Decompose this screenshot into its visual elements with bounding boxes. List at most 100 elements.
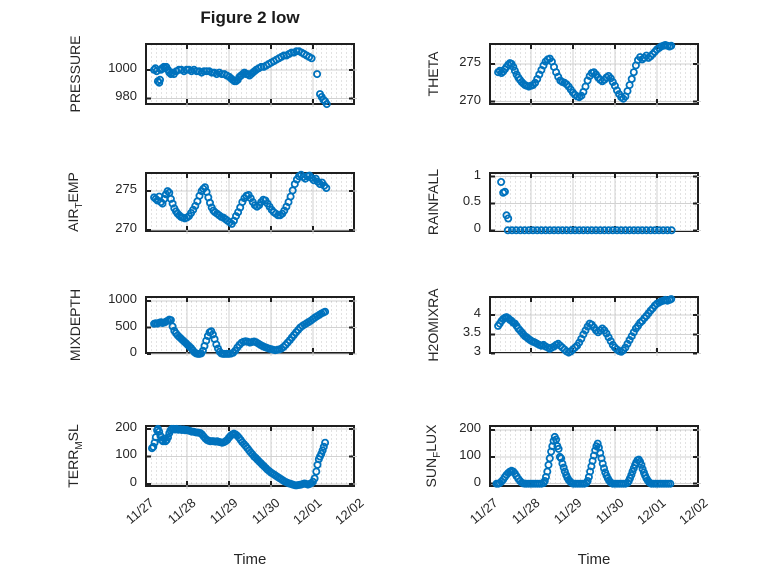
- data-point: [621, 226, 630, 235]
- mixdepth-axis-label: MIXDEPTH: [67, 289, 83, 361]
- axis-label-segment: EMP: [65, 172, 82, 203]
- rainfall-ytick-label: 0: [473, 220, 481, 236]
- data-point: [510, 66, 519, 75]
- data-point: [667, 295, 676, 304]
- data-point: [613, 226, 622, 235]
- data-point: [322, 183, 331, 192]
- data-point: [667, 41, 676, 50]
- axis-label-segment: SUN: [423, 457, 440, 488]
- data-point: [571, 226, 580, 235]
- axis-label-segment: H2OMIXRA: [425, 288, 441, 362]
- axis-label-segment: SL: [65, 424, 82, 442]
- data-point: [322, 100, 331, 109]
- rainfall-ytick-label: 0.5: [462, 193, 481, 209]
- rainfall-ytick-label: 1: [473, 166, 481, 182]
- data-point: [650, 226, 659, 235]
- data-point: [583, 226, 592, 235]
- data-point: [600, 464, 609, 473]
- data-point: [288, 186, 297, 195]
- data-point: [566, 226, 575, 235]
- theta-ytick-label: 270: [459, 91, 481, 107]
- axis-label-segment: MIXDEPTH: [67, 288, 83, 362]
- data-point: [503, 226, 512, 235]
- data-point: [579, 226, 588, 235]
- data-point: [583, 477, 592, 486]
- data-point: [318, 446, 327, 455]
- h2omixra-ytick-label: 3: [473, 343, 481, 359]
- rainfall-plot: [489, 172, 701, 235]
- data-point: [617, 226, 626, 235]
- pressure-axis-label: PRESSURE: [67, 35, 83, 112]
- axis-label-segment: T: [73, 202, 85, 209]
- data-point: [321, 307, 330, 316]
- theta-axis-label: THETA: [425, 52, 441, 97]
- axis-label-segment: LUX: [423, 424, 440, 452]
- data-point: [593, 439, 602, 448]
- h2omixra-plot: [489, 295, 701, 357]
- data-point: [558, 226, 567, 235]
- data-point: [629, 68, 638, 77]
- terr-msl-plot: [145, 424, 357, 490]
- axis-label-segment: PRESSURE: [67, 35, 83, 113]
- x-axis-label-left: Time: [233, 551, 267, 568]
- xtick-label: 11/27: [122, 495, 157, 527]
- sun-flux-ytick-label: 0: [473, 473, 481, 489]
- air-temp-axis-label: AIRTEMP: [65, 172, 85, 232]
- mixdepth-ytick-label: 500: [115, 317, 137, 333]
- data-point: [310, 474, 319, 483]
- sun-flux-scatter-series: [491, 427, 701, 489]
- data-point: [554, 444, 563, 453]
- data-point: [627, 332, 636, 341]
- data-point: [280, 206, 289, 215]
- data-point: [319, 442, 328, 451]
- data-point: [198, 346, 207, 355]
- xtick-anchor: 12/02: [332, 494, 390, 527]
- theta-ytick-label: 275: [459, 53, 481, 69]
- data-point: [579, 330, 588, 339]
- pressure-ytick-label: 980: [115, 88, 137, 104]
- data-point: [520, 226, 529, 235]
- data-point: [545, 226, 554, 235]
- data-point: [596, 226, 605, 235]
- figure-title: Figure 2 low: [200, 8, 300, 27]
- sun-flux-axis-label: SUNFLUX: [423, 425, 443, 488]
- data-point: [537, 226, 546, 235]
- data-point: [238, 198, 247, 207]
- terr-msl-ytick-label: 200: [115, 418, 137, 434]
- data-point: [598, 459, 607, 468]
- rainfall-axis-label: RAINFALL: [425, 169, 441, 235]
- data-point: [587, 226, 596, 235]
- data-point: [149, 442, 158, 451]
- mixdepth-scatter-series: [147, 298, 357, 358]
- data-point: [246, 194, 255, 203]
- data-point: [558, 459, 567, 468]
- xtick-label: 11/27: [466, 495, 501, 527]
- data-point: [625, 226, 634, 235]
- data-point: [509, 62, 518, 71]
- air-temp-scatter-series: [147, 170, 357, 234]
- data-point: [646, 226, 655, 235]
- data-point: [524, 226, 533, 235]
- data-point: [504, 214, 513, 223]
- data-point: [600, 226, 609, 235]
- data-point: [663, 226, 672, 235]
- data-point: [659, 226, 668, 235]
- air-temp-plot: [145, 170, 357, 234]
- data-point: [155, 427, 164, 436]
- pressure-ytick-label: 1000: [108, 59, 137, 75]
- h2omixra-ytick-label: 4: [473, 305, 481, 321]
- data-point: [212, 340, 221, 349]
- data-point: [201, 183, 210, 192]
- pressure-plot: [145, 43, 357, 109]
- data-point: [497, 178, 506, 186]
- data-point: [627, 74, 636, 83]
- rainfall-scatter-series: [491, 174, 701, 235]
- axis-label-segment: M: [73, 441, 85, 450]
- data-point: [667, 226, 676, 235]
- data-point: [575, 226, 584, 235]
- data-point: [642, 226, 651, 235]
- data-point: [516, 226, 525, 235]
- data-point: [554, 226, 563, 235]
- data-point: [638, 226, 647, 235]
